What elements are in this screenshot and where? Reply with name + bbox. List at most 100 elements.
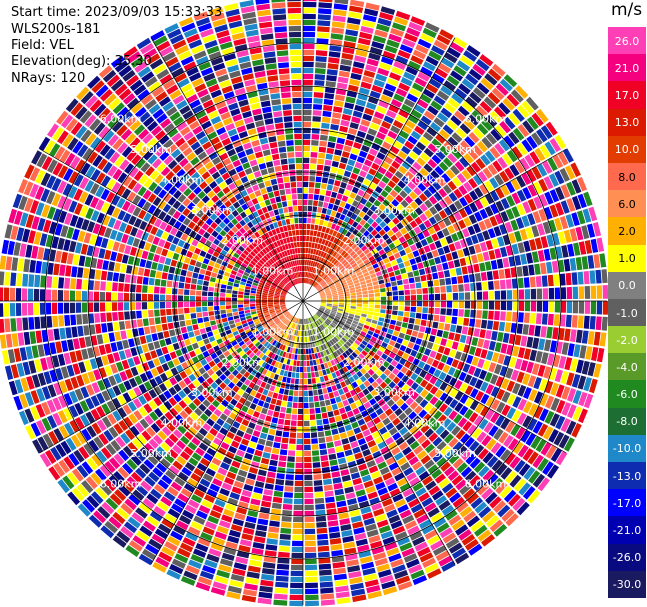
- radar-gate-cell: [386, 291, 392, 296]
- radar-gate-cell: [485, 384, 495, 395]
- radar-gate-cell: [325, 153, 333, 160]
- radar-gate-cell: [317, 431, 325, 438]
- radar-gate-cell: [410, 382, 419, 391]
- radar-gate-cell: [243, 433, 252, 441]
- radar-gate-cell: [301, 331, 303, 337]
- radar-gate-cell: [202, 399, 211, 408]
- radar-gate-cell: [455, 127, 467, 139]
- radar-gate-cell: [109, 493, 123, 506]
- radar-gate-cell: [0, 271, 5, 286]
- radar-gate-cell: [46, 175, 57, 189]
- radar-gate-cell: [323, 98, 334, 106]
- radar-gate-cell: [312, 267, 316, 273]
- radar-gate-cell: [360, 375, 367, 383]
- radar-gate-cell: [135, 530, 150, 542]
- radar-gate-cell: [311, 444, 319, 450]
- radar-gate-cell: [277, 329, 282, 335]
- radar-gate-cell: [187, 211, 196, 220]
- radar-gate-cell: [369, 46, 383, 55]
- radar-gate-cell: [390, 520, 403, 530]
- radar-gate-cell: [339, 407, 346, 415]
- radar-gate-cell: [251, 328, 258, 334]
- radar-gate-cell: [231, 377, 239, 385]
- radar-gate-cell: [123, 380, 132, 391]
- radar-gate-cell: [452, 292, 459, 300]
- radar-gate-cell: [337, 290, 344, 294]
- radar-gate-cell: [124, 283, 130, 292]
- radar-gate-cell: [356, 370, 363, 378]
- radar-gate-cell: [442, 330, 449, 339]
- radar-gate-cell: [517, 398, 527, 411]
- radar-gate-cell: [241, 594, 257, 603]
- radar-gate-cell: [379, 373, 388, 381]
- radar-gate-cell: [412, 146, 423, 156]
- radar-gate-cell: [158, 238, 166, 248]
- radar-gate-cell: [96, 419, 107, 432]
- radar-gate-cell: [177, 547, 191, 558]
- radar-gate-cell: [332, 295, 338, 298]
- radar-gate-cell: [73, 449, 85, 463]
- radar-gate-cell: [359, 360, 367, 367]
- radar-gate-cell: [163, 241, 171, 250]
- radar-gate-cell: [436, 230, 445, 239]
- radar-gate-cell: [167, 196, 177, 206]
- radar-gate-cell: [344, 245, 351, 252]
- radar-gate-cell: [421, 439, 431, 449]
- radar-gate-cell: [280, 296, 286, 299]
- radar-gate-cell: [280, 527, 292, 534]
- radar-gate-cell: [114, 331, 122, 341]
- radar-gate-cell: [435, 495, 448, 506]
- radar-gate-cell: [174, 498, 186, 509]
- radar-gate-cell: [348, 328, 355, 333]
- radar-gate-cell: [599, 253, 607, 268]
- radar-gate-cell: [80, 414, 90, 427]
- radar-gate-cell: [405, 119, 416, 130]
- radar-gate-cell: [207, 368, 215, 376]
- radar-gate-cell: [312, 261, 316, 267]
- radar-gate-cell: [369, 90, 381, 99]
- radar-gate-cell: [149, 411, 159, 422]
- radar-gate-cell: [382, 536, 396, 545]
- radar-gate-cell: [491, 352, 500, 363]
- radar-gate-cell: [227, 263, 234, 270]
- radar-gate-cell: [268, 307, 274, 311]
- radar-gate-cell: [277, 393, 283, 400]
- radar-gate-cell: [361, 340, 368, 346]
- radar-gate-cell: [114, 155, 125, 167]
- radar-gate-cell: [333, 278, 339, 283]
- radar-gate-cell: [331, 385, 338, 392]
- radar-gate-cell: [589, 270, 596, 284]
- radar-gate-cell: [72, 363, 81, 375]
- radar-gate-cell: [583, 191, 593, 207]
- radar-gate-cell: [88, 439, 100, 453]
- radar-gate-cell: [371, 365, 379, 372]
- radar-gate-cell: [201, 222, 210, 231]
- radar-gate-cell: [303, 211, 307, 218]
- radar-gate-cell: [116, 507, 130, 520]
- radar-gate-cell: [318, 201, 324, 207]
- radar-gate-cell: [317, 158, 325, 165]
- radar-gate-cell: [223, 377, 231, 386]
- radar-gate-cell: [377, 441, 387, 450]
- radar-gate-cell: [506, 149, 518, 163]
- radar-gate-cell: [198, 442, 209, 452]
- radar-gate-cell: [434, 399, 444, 409]
- radar-gate-cell: [373, 476, 384, 485]
- radar-gate-cell: [263, 421, 271, 428]
- radar-gate-cell: [337, 310, 343, 314]
- radar-gate-cell: [207, 248, 215, 255]
- radar-gate-cell: [433, 279, 440, 287]
- radar-gate-cell: [516, 189, 527, 202]
- radar-gate-cell: [329, 283, 335, 288]
- radar-gate-cell: [596, 347, 605, 363]
- radar-gate-cell: [166, 308, 172, 316]
- radar-gate-cell: [365, 262, 372, 268]
- radar-gate-cell: [487, 92, 501, 105]
- radar-gate-cell: [321, 273, 327, 279]
- radar-gate-cell: [71, 266, 78, 278]
- radar-gate-cell: [380, 331, 387, 337]
- radar-gate-cell: [325, 502, 336, 509]
- radar-gate-cell: [154, 218, 163, 228]
- radar-gate-cell: [79, 177, 90, 190]
- radar-gate-cell: [581, 360, 590, 375]
